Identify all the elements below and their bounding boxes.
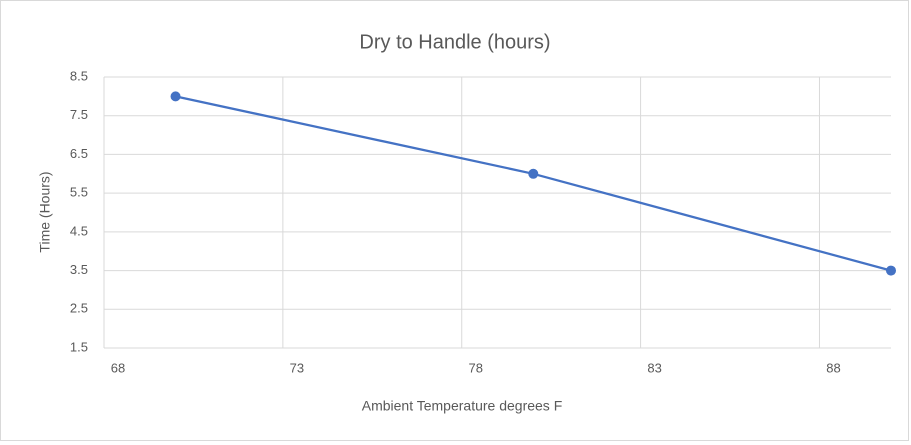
x-tick-label: 73 (290, 360, 304, 375)
data-point (528, 168, 539, 179)
x-tick-label: 68 (111, 360, 125, 375)
y-tick-label: 2.5 (70, 301, 88, 316)
data-point (886, 265, 896, 276)
y-tick-label: 7.5 (70, 107, 88, 122)
y-tick-label: 5.5 (70, 185, 88, 200)
x-axis-label: Ambient Temperature degrees F (362, 398, 563, 414)
x-tick-label: 78 (468, 360, 482, 375)
chart-title: Dry to Handle (hours) (359, 31, 550, 53)
data-point (170, 91, 181, 102)
y-tick-label: 1.5 (70, 339, 88, 354)
y-axis-label: Time (Hours) (37, 171, 53, 252)
x-tick-label: 88 (826, 360, 840, 375)
x-tick-label: 83 (647, 360, 661, 375)
y-tick-label: 3.5 (70, 262, 88, 277)
y-tick-label: 4.5 (70, 223, 88, 238)
y-tick-label: 8.5 (70, 68, 88, 83)
y-tick-label: 6.5 (70, 146, 88, 161)
